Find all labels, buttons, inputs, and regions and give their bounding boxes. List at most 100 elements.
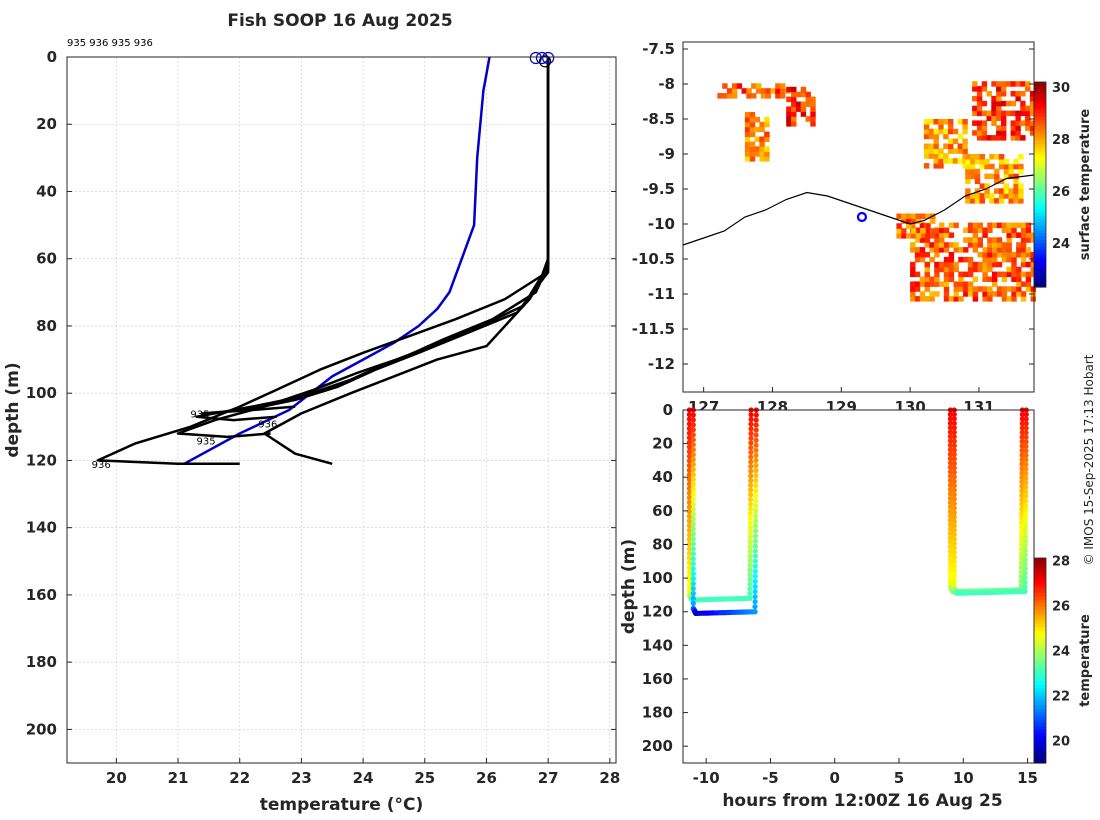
track-point (690, 501, 696, 507)
track-point (951, 474, 957, 480)
y-tick-label: 40 (36, 182, 57, 200)
colorbar-segment (1034, 670, 1046, 675)
sst-cell (965, 178, 971, 184)
colorbar-segment (1034, 242, 1046, 247)
sst-cell (924, 296, 930, 302)
sst-cell (953, 291, 959, 297)
colorbar-segment (1034, 198, 1046, 203)
sst-cell (996, 91, 1002, 97)
track-point (686, 449, 693, 455)
colorbar-segment (1034, 259, 1046, 264)
colorbar-segment (1034, 116, 1046, 121)
sst-cell (1015, 95, 1021, 102)
sst-cell (957, 143, 963, 149)
sst-cell (972, 95, 978, 102)
track-point (951, 581, 957, 587)
sst-cell (962, 153, 968, 159)
sst-cell (1010, 125, 1016, 131)
sst-cell (928, 153, 935, 159)
sst-cell (972, 222, 979, 229)
sst-cell (991, 105, 997, 112)
sst-cell (786, 121, 792, 127)
colorbar-segment (1034, 759, 1046, 764)
sst-cell (989, 173, 995, 180)
track-point (947, 416, 954, 422)
plot-frame (66, 56, 617, 764)
track-point (947, 557, 954, 563)
track-point (1022, 516, 1029, 522)
colorbar-segment (1034, 126, 1046, 131)
track-point (947, 429, 954, 435)
track-point (1022, 566, 1028, 572)
sst-cell (914, 256, 921, 263)
sst-cell (810, 106, 816, 112)
sst-cell (914, 281, 921, 287)
sst-cell (992, 247, 998, 253)
sst-cell (953, 247, 959, 253)
track-point (951, 545, 957, 551)
sst-cell (965, 168, 971, 175)
colorbar-segment (1034, 140, 1046, 145)
sst-cell (994, 168, 1000, 175)
track-point (1019, 429, 1025, 436)
surface-marker (542, 51, 555, 65)
x-axis-label: temperature (°C) (260, 795, 424, 815)
sst-cell (923, 123, 930, 130)
sst-cell (996, 100, 1002, 107)
track-point (752, 583, 758, 590)
sst-cell (1010, 130, 1016, 136)
sst-cell (967, 222, 974, 229)
colorbar-segment (1034, 133, 1046, 138)
sst-cell (751, 93, 757, 99)
sst-cell (972, 296, 979, 302)
y-tick-label: 160 (26, 586, 57, 604)
x-axis-label: hours from 12:00Z 16 Aug 25 (722, 791, 1002, 811)
sst-cell (972, 261, 979, 268)
sst-cell (1020, 120, 1026, 126)
sst-cell (986, 91, 992, 97)
track-point (690, 422, 696, 428)
sst-cell (744, 151, 751, 157)
sst-cell (970, 163, 976, 170)
track-point (747, 567, 753, 573)
track-point (1019, 524, 1025, 530)
sst-cell (998, 163, 1005, 170)
sst-cell (972, 130, 978, 136)
sst-cell (996, 135, 1002, 141)
sst-cell (953, 281, 959, 287)
sst-cell (948, 148, 954, 154)
track-point (686, 421, 693, 427)
x-tick-label: 10 (953, 769, 974, 787)
x-tick-label: 23 (291, 769, 312, 787)
sst-cell (764, 116, 770, 123)
sst-cell (996, 222, 1003, 229)
sst-cell (972, 266, 979, 273)
sst-cell (1029, 130, 1036, 136)
sst-cell (1001, 86, 1007, 92)
sst-cell (992, 237, 998, 243)
sst-cell (1015, 81, 1021, 87)
sst-cell (1018, 163, 1024, 170)
colorbar-segment (1034, 239, 1046, 244)
track-point (951, 527, 957, 533)
sst-cell (1025, 276, 1032, 282)
sst-cell (906, 223, 912, 229)
sst-cell (948, 128, 954, 135)
sst-cell (996, 261, 1003, 268)
track-point (690, 481, 696, 487)
sst-cell (919, 252, 926, 258)
sst-cell (994, 154, 1000, 160)
profile-label: 935 (197, 436, 216, 447)
sst-cell (977, 286, 983, 292)
sst-cell (924, 261, 930, 268)
x-tick-label: 21 (168, 769, 189, 787)
colorbar-segment (1034, 701, 1046, 706)
sst-cell (934, 252, 940, 258)
sst-cell (994, 188, 1000, 194)
colorbar-segment (1034, 99, 1046, 104)
sst-cell (1015, 115, 1021, 121)
y-tick-label: 40 (652, 468, 673, 486)
sst-cell (948, 138, 954, 145)
sst-cell (1029, 120, 1036, 126)
track-point (1019, 461, 1025, 467)
